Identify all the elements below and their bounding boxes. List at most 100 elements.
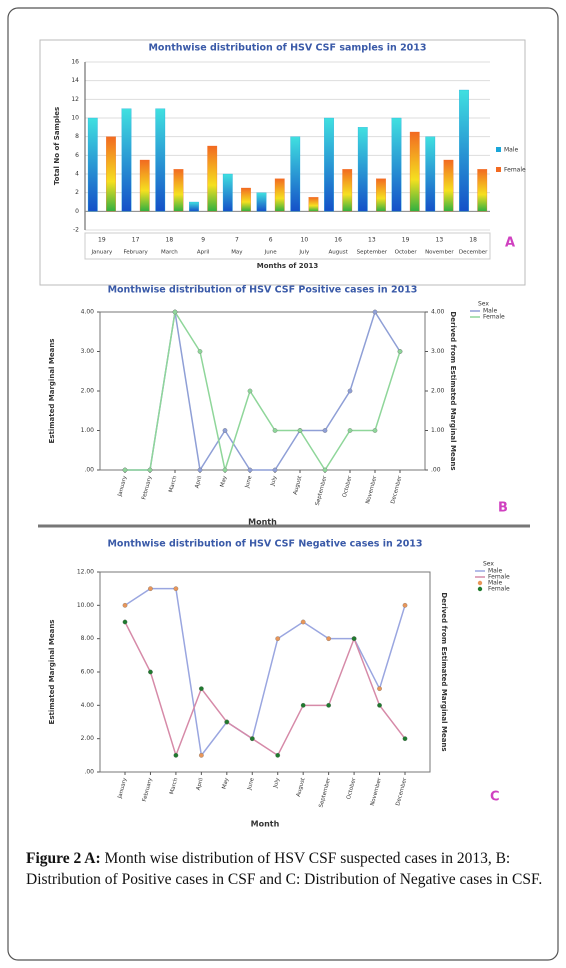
panel-a-frame [39, 39, 526, 286]
plot-frame [99, 571, 431, 773]
y-tick-label: 2.00 [81, 735, 95, 742]
x-tick-label: May [221, 777, 230, 790]
marker [199, 752, 204, 758]
panel-label: B [498, 501, 508, 516]
x-axis-label: Months of 2013 [257, 262, 319, 270]
bar [290, 136, 301, 212]
x-tick-label: October [395, 250, 418, 256]
x-tick-label: August [329, 250, 349, 256]
caption-text: Month wise distribution of HSV CSF suspe… [26, 850, 543, 888]
legend-title: Sex [483, 561, 494, 568]
chart-title: Monthwise distribution of HSV CSF sample… [148, 43, 426, 54]
y-tick-label: .00 [84, 769, 94, 776]
line [124, 621, 406, 758]
marker [377, 686, 382, 692]
marker [300, 619, 306, 625]
bar [222, 173, 233, 212]
legend-label: Female [504, 167, 526, 174]
bar [477, 169, 488, 212]
x-tick-label: September [318, 777, 332, 809]
table-cell: 10 [301, 237, 309, 244]
x-tick-label: August [296, 777, 307, 798]
marker [148, 586, 153, 592]
marker [347, 428, 353, 433]
legend-swatch [496, 167, 501, 172]
x-tick-label: November [365, 475, 378, 505]
marker [351, 636, 357, 642]
x-tick-label: June [264, 250, 278, 256]
marker [372, 309, 378, 315]
x-tick-label: April [194, 475, 203, 489]
bar [241, 187, 251, 212]
x-tick-label: May [220, 475, 229, 488]
panel-label: A [505, 236, 515, 251]
legend-label: Female [488, 586, 510, 593]
x-tick-label: March [161, 250, 178, 256]
x-tick-label: November [425, 250, 454, 256]
legend-title: Sex [478, 301, 489, 308]
bar [207, 145, 218, 212]
table-cell: 16 [334, 237, 342, 244]
bar [376, 178, 386, 212]
marker [247, 467, 253, 473]
legend-swatch [496, 147, 501, 152]
legend-label: Male [504, 147, 519, 154]
x-tick-label: July [272, 777, 281, 790]
table-row [84, 232, 491, 260]
y2-axis-label: Derived from Estimated Marginal Means [440, 592, 448, 751]
marker [197, 349, 203, 354]
chart-title: Monthwise distribution of HSV CSF Positi… [108, 285, 418, 296]
table-cell: 18 [166, 237, 174, 244]
y-tick-label: 12 [71, 96, 79, 103]
frame [7, 7, 559, 961]
marker [326, 636, 331, 642]
y-tick-label: 8 [75, 133, 79, 140]
y-tick-label: -2 [73, 227, 79, 234]
panel-label: C [490, 790, 500, 805]
y2-tick-label: .00 [431, 467, 441, 474]
table-cell: 17 [132, 237, 140, 244]
bar [308, 197, 319, 212]
legend-marker [477, 586, 483, 592]
bar [189, 201, 199, 212]
x-tick-label: October [346, 777, 358, 801]
y-tick-label: 3.00 [81, 348, 95, 355]
legend-label: Male [483, 308, 498, 315]
bar [87, 117, 98, 212]
marker [199, 686, 204, 692]
marker [173, 752, 179, 758]
marker [347, 388, 353, 394]
legend-label: Female [483, 314, 505, 321]
x-tick-label: January [90, 250, 113, 256]
y-tick-label: 0 [75, 208, 79, 215]
y-tick-label: 16 [71, 59, 79, 66]
y-tick-label: .00 [84, 467, 94, 474]
marker [148, 669, 153, 675]
legend-label: Male [488, 580, 503, 587]
table-cell: 19 [98, 237, 106, 244]
legend-marker [477, 580, 483, 586]
x-tick-label: February [142, 777, 154, 803]
bar [342, 169, 353, 212]
legend-label: Female [488, 574, 510, 581]
marker [322, 467, 328, 473]
bar [155, 108, 166, 212]
y2-axis-label: Derived from Estimated Marginal Means [449, 311, 457, 470]
marker [402, 736, 408, 742]
table-cell: 18 [469, 237, 477, 244]
bar [274, 178, 285, 212]
y2-tick-label: 3.00 [431, 348, 445, 355]
table-cell: 7 [235, 237, 239, 244]
table-cell: 13 [436, 237, 444, 244]
line [125, 310, 401, 473]
marker [402, 602, 408, 608]
y-tick-label: 4.00 [81, 702, 95, 709]
marker [297, 428, 303, 433]
bar [173, 169, 184, 212]
x-tick-label: September [357, 250, 388, 256]
line [124, 587, 406, 758]
legend-label: Male [488, 568, 503, 575]
marker [322, 428, 328, 433]
y-tick-label: 2 [75, 189, 79, 196]
x-tick-label: December [459, 250, 488, 256]
